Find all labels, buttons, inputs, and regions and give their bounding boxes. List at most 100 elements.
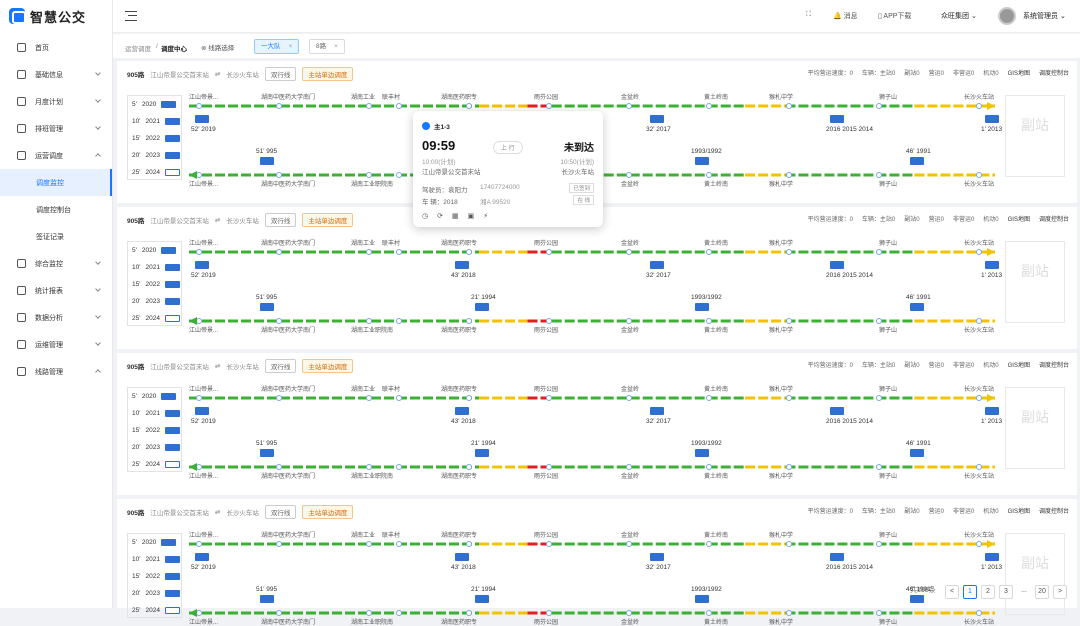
bus-icon[interactable] [195, 407, 209, 415]
pager-page[interactable]: 3 [999, 585, 1013, 599]
interval-row[interactable]: 25' 2024 [128, 602, 181, 619]
refresh-icon[interactable]: ⟳ [437, 213, 443, 220]
gis-map-button[interactable]: GIS地图 [1007, 71, 1030, 77]
sidebar-item[interactable]: 签证记录 [0, 223, 112, 250]
station-label[interactable]: 金盆岭 [621, 182, 640, 188]
single-dispatch-button[interactable]: 主站单边调度 [302, 213, 354, 227]
sidebar-item[interactable]: 综合监控 [0, 250, 112, 277]
interval-row[interactable]: 10' 2021 [128, 405, 181, 422]
station-label[interactable]: 狮子山 [879, 387, 898, 393]
station-label[interactable]: 湖南医药职专 [441, 241, 478, 247]
interval-row[interactable]: 10' 2021 [128, 551, 181, 568]
company-select[interactable]: 众旺集团 ⌄ [941, 13, 977, 20]
station-label[interactable]: 金盆岭 [621, 387, 640, 393]
bus-icon[interactable] [260, 595, 274, 603]
station-label[interactable]: 金盆岭 [621, 241, 640, 247]
station-label[interactable]: 江山帝景... [189, 474, 219, 480]
station-label[interactable]: 湖南工业职院南 [351, 328, 394, 334]
double-line-button[interactable]: 双行线 [264, 67, 297, 81]
station-label[interactable]: 狮子山 [879, 533, 898, 539]
breadcrumb-root[interactable]: 运营调度 [125, 46, 151, 53]
single-dispatch-button[interactable]: 主站单边调度 [302, 67, 354, 81]
station-label[interactable]: 湖南工业 [351, 241, 376, 247]
station-label[interactable]: 湖南中医药大学南门 [261, 474, 316, 480]
interval-row[interactable]: 15' 2022 [128, 422, 181, 439]
clock-icon[interactable]: ◷ [422, 213, 429, 220]
station-label[interactable]: 长沙火车站 [964, 474, 995, 480]
bus-icon[interactable] [455, 261, 469, 269]
double-line-button[interactable]: 双行线 [264, 213, 297, 227]
station-label[interactable]: 联丰村 [382, 241, 401, 247]
station-label[interactable]: 黄土岭南 [704, 182, 729, 188]
station-label[interactable]: 猴札中学 [769, 241, 794, 247]
interval-row[interactable]: 25' 2024 [128, 310, 181, 327]
station-label[interactable]: 黄土岭南 [704, 387, 729, 393]
interval-row[interactable]: 5' 2020 [128, 242, 181, 259]
station-label[interactable]: 猴札中学 [769, 387, 794, 393]
station-label[interactable]: 黄土岭南 [704, 620, 729, 626]
message-button[interactable]: 🔔 消息 [833, 13, 858, 20]
station-label[interactable]: 金盆岭 [621, 474, 640, 480]
bus-icon[interactable] [830, 553, 844, 561]
station-label[interactable]: 联丰村 [382, 533, 401, 539]
station-label[interactable]: 雨芬公园 [534, 533, 559, 539]
sidebar-item[interactable]: 数据分析 [0, 304, 112, 331]
station-label[interactable]: 长沙火车站 [964, 328, 995, 334]
interval-row[interactable]: 10' 2021 [128, 113, 181, 130]
station-label[interactable]: 湖南医药职专 [441, 328, 478, 334]
station-label[interactable]: 狮子山 [879, 182, 898, 188]
bus-icon[interactable] [455, 553, 469, 561]
station-label[interactable]: 黄土岭南 [704, 474, 729, 480]
interval-row[interactable]: 25' 2024 [128, 456, 181, 473]
tag-route[interactable]: 8路 × [309, 39, 345, 54]
interval-row[interactable]: 15' 2022 [128, 130, 181, 147]
station-label[interactable]: 湖南医药职专 [441, 533, 478, 539]
bus-icon[interactable] [260, 157, 274, 165]
station-label[interactable]: 猴札中学 [769, 95, 794, 101]
station-label[interactable]: 湖南工业 [351, 533, 376, 539]
sub-station-box[interactable]: 副站 [1005, 95, 1065, 177]
station-label[interactable]: 长沙火车站 [964, 95, 995, 101]
gis-map-button[interactable]: GIS地图 [1007, 509, 1030, 515]
station-label[interactable]: 金盆岭 [621, 95, 640, 101]
pager-page[interactable]: 2 [981, 585, 995, 599]
calendar-icon[interactable]: ▦ [451, 213, 459, 220]
interval-row[interactable]: 5' 2020 [128, 96, 181, 113]
sidebar-item[interactable]: 排班管理 [0, 115, 112, 142]
station-label[interactable]: 雨芬公园 [534, 241, 559, 247]
dispatch-console-button[interactable]: 调度控制台 [1038, 217, 1069, 223]
station-label[interactable]: 江山帝景... [189, 182, 219, 188]
bus-icon[interactable] [650, 553, 664, 561]
fullscreen-icon[interactable]: ⛶ [806, 11, 811, 18]
interval-row[interactable]: 25' 2024 [128, 164, 181, 181]
station-label[interactable]: 雨芬公园 [534, 474, 559, 480]
bus-icon[interactable] [830, 407, 844, 415]
station-label[interactable]: 狮子山 [879, 328, 898, 334]
bus-icon[interactable] [195, 115, 209, 123]
bus-icon[interactable] [985, 407, 999, 415]
sidebar-item[interactable]: 运营调度 [0, 142, 112, 169]
bus-icon[interactable] [910, 303, 924, 311]
station-label[interactable]: 湖南医药职专 [441, 474, 478, 480]
station-label[interactable]: 狮子山 [879, 241, 898, 247]
bus-icon[interactable] [475, 303, 489, 311]
close-icon[interactable]: × [288, 43, 293, 50]
interval-row[interactable]: 15' 2022 [128, 568, 181, 585]
interval-row[interactable]: 20' 2023 [128, 293, 181, 310]
bus-icon[interactable] [830, 261, 844, 269]
single-dispatch-button[interactable]: 主站单边调度 [302, 505, 354, 519]
station-label[interactable]: 金盆岭 [621, 620, 640, 626]
station-label[interactable]: 黄土岭南 [704, 241, 729, 247]
sidebar-item[interactable]: 运维管理 [0, 331, 112, 358]
station-label[interactable]: 雨芬公园 [534, 387, 559, 393]
bus-icon[interactable] [985, 115, 999, 123]
sub-station-box[interactable]: 副站 [1005, 241, 1065, 323]
station-label[interactable]: 金盆岭 [621, 533, 640, 539]
pager-next[interactable]: > [1053, 585, 1067, 599]
bus-icon[interactable] [475, 595, 489, 603]
station-label[interactable]: 湖南中医药大学南门 [261, 328, 316, 334]
bus-icon[interactable] [830, 115, 844, 123]
interval-row[interactable]: 5' 2020 [128, 388, 181, 405]
sidebar-item[interactable]: 首页 [0, 34, 112, 61]
menu-toggle-icon[interactable] [125, 11, 137, 21]
